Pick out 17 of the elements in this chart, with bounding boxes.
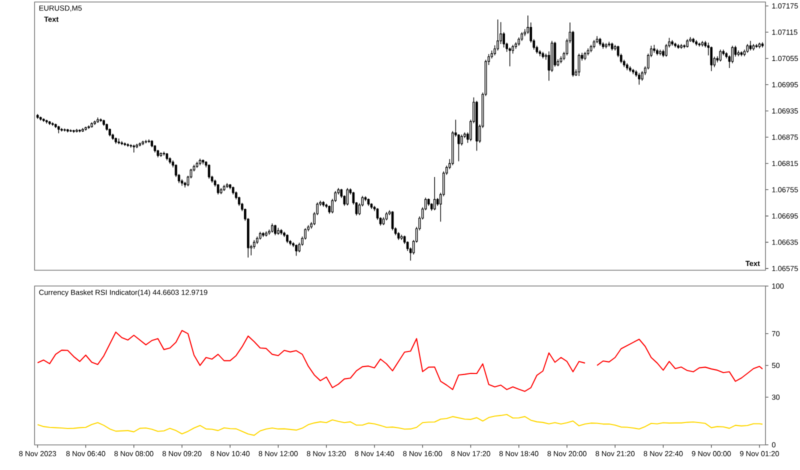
candlestick <box>196 161 198 168</box>
candlestick <box>154 144 156 153</box>
candlestick <box>758 42 761 48</box>
candlestick <box>610 42 614 51</box>
candlestick <box>148 138 150 144</box>
candlestick <box>542 51 544 59</box>
candlestick <box>156 149 160 158</box>
candlestick <box>608 41 610 47</box>
candlestick <box>220 187 222 194</box>
candlestick <box>222 184 226 192</box>
candlestick <box>36 113 39 119</box>
candlestick <box>538 50 542 56</box>
candlestick <box>755 43 758 48</box>
candlestick <box>226 182 228 188</box>
candlestick <box>228 183 232 190</box>
candlestick <box>232 186 234 195</box>
candlestick <box>346 187 349 206</box>
